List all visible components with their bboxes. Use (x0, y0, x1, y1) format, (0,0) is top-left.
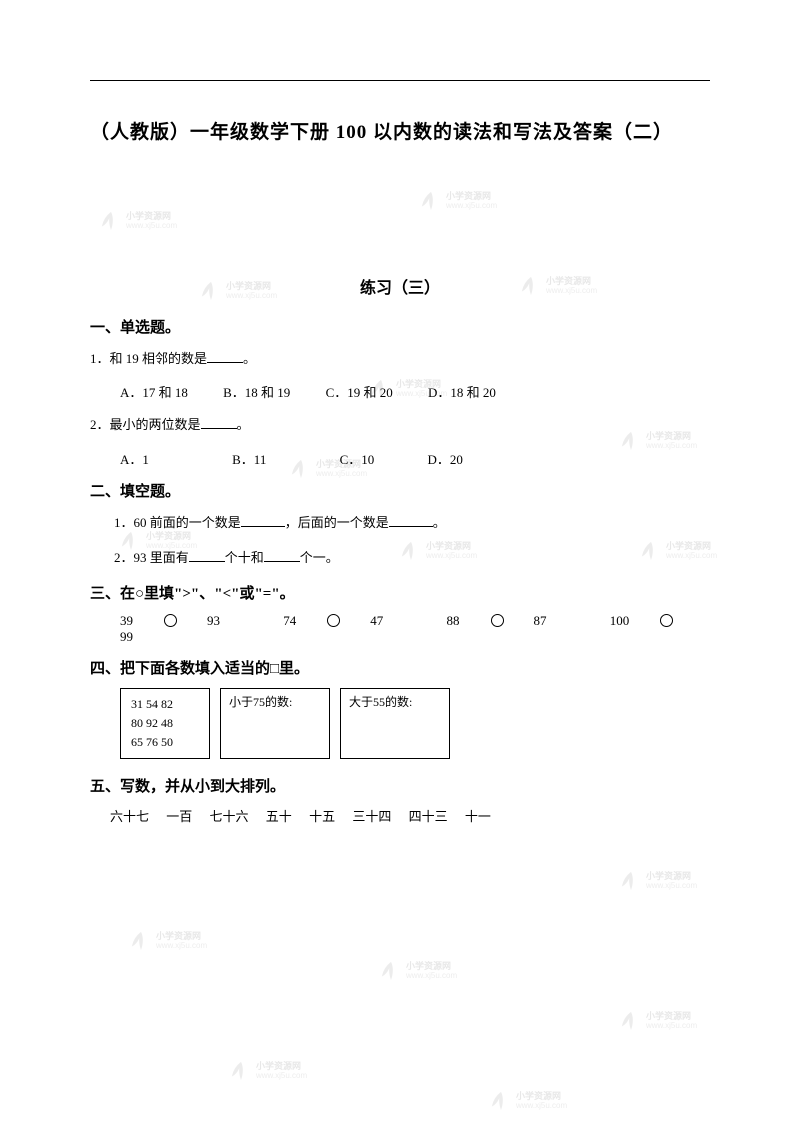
circle-icon (164, 614, 177, 627)
boxes-row: 31 54 82 80 92 48 65 76 50 小于75的数: 大于55的… (120, 688, 710, 760)
opt-d: D．18 和 20 (428, 382, 496, 401)
s2-q2-post: 个一。 (300, 550, 339, 565)
row-0: 31 54 82 (131, 695, 199, 714)
s1-q2-options: A．1 B．11 C．10 D．20 (120, 449, 710, 468)
blank (201, 415, 237, 429)
top-rule (90, 80, 710, 81)
item-2: 七十六 (210, 809, 249, 824)
page-title: （人教版）一年级数学下册 100 以内数的读法和写法及答案（二） (90, 117, 710, 144)
s2-q1: 1．60 前面的一个数是 ，后面的一个数是 。 (114, 511, 710, 534)
pair-0: 3993 (120, 613, 250, 628)
blank (207, 349, 243, 363)
box-label-2: 大于55的数: (349, 693, 441, 710)
blank (189, 548, 225, 562)
item-6: 四十三 (409, 809, 448, 824)
practice-title: 练习（三） (90, 274, 710, 298)
s2-q2: 2．93 里面有 个十和 个一。 (114, 546, 710, 569)
s2-q1-pre: 1．60 前面的一个数是 (114, 515, 241, 530)
blank (264, 548, 300, 562)
item-3: 五十 (266, 809, 292, 824)
s2-q1-post: 。 (433, 515, 446, 530)
blank (389, 513, 433, 527)
s2-q2-mid: 个十和 (225, 550, 264, 565)
opt-a: A．17 和 18 (120, 382, 188, 401)
item-0: 六十七 (110, 809, 149, 824)
opt-a: A．1 (120, 449, 149, 468)
compare-line: 3993 7447 8887 10099 (120, 613, 710, 645)
item-4: 十五 (309, 809, 335, 824)
numbers-box: 31 54 82 80 92 48 65 76 50 (120, 688, 210, 760)
greater-than-box: 大于55的数: (340, 688, 450, 760)
circle-icon (491, 614, 504, 627)
row-1: 80 92 48 (131, 714, 199, 733)
section3-heading: 三、在○里填">"、"<"或"="。 (90, 582, 710, 603)
s1-q2-pre: 2．最小的两位数是 (90, 417, 201, 432)
item-1: 一百 (166, 809, 192, 824)
less-than-box: 小于75的数: (220, 688, 330, 760)
s2-q1-mid: ，后面的一个数是 (285, 515, 389, 530)
pair-1: 7447 (283, 613, 413, 628)
circle-icon (660, 614, 673, 627)
opt-c: C．10 (340, 449, 375, 468)
box-label-1: 小于75的数: (229, 693, 321, 710)
opt-d: D．20 (428, 449, 463, 468)
pair-2: 8887 (447, 613, 577, 628)
s1-q1-pre: 1．和 19 相邻的数是 (90, 351, 207, 366)
section2-heading: 二、填空题。 (90, 480, 710, 501)
s1-q1-options: A．17 和 18 B．18 和 19 C．19 和 20 D．18 和 20 (120, 382, 710, 401)
section5-heading: 五、写数，并从小到大排列。 (90, 775, 710, 796)
section1-heading: 一、单选题。 (90, 316, 710, 337)
s1-q1: 1．和 19 相邻的数是 。 (90, 347, 710, 370)
s1-q2-post: 。 (237, 417, 250, 432)
item-7: 十一 (465, 809, 491, 824)
s1-q1-post: 。 (243, 351, 256, 366)
blank (241, 513, 285, 527)
opt-b: B．18 和 19 (223, 382, 290, 401)
opt-c: C．19 和 20 (326, 382, 393, 401)
s2-q2-pre: 2．93 里面有 (114, 550, 189, 565)
item-5: 三十四 (352, 809, 391, 824)
page-content: （人教版）一年级数学下册 100 以内数的读法和写法及答案（二） 练习（三） 一… (0, 0, 800, 865)
opt-b: B．11 (232, 449, 266, 468)
section4-heading: 四、把下面各数填入适当的□里。 (90, 657, 710, 678)
s1-q2: 2．最小的两位数是 。 (90, 413, 710, 436)
circle-icon (327, 614, 340, 627)
chinese-numbers: 六十七 一百 七十六 五十 十五 三十四 四十三 十一 (110, 806, 710, 825)
row-2: 65 76 50 (131, 733, 199, 752)
